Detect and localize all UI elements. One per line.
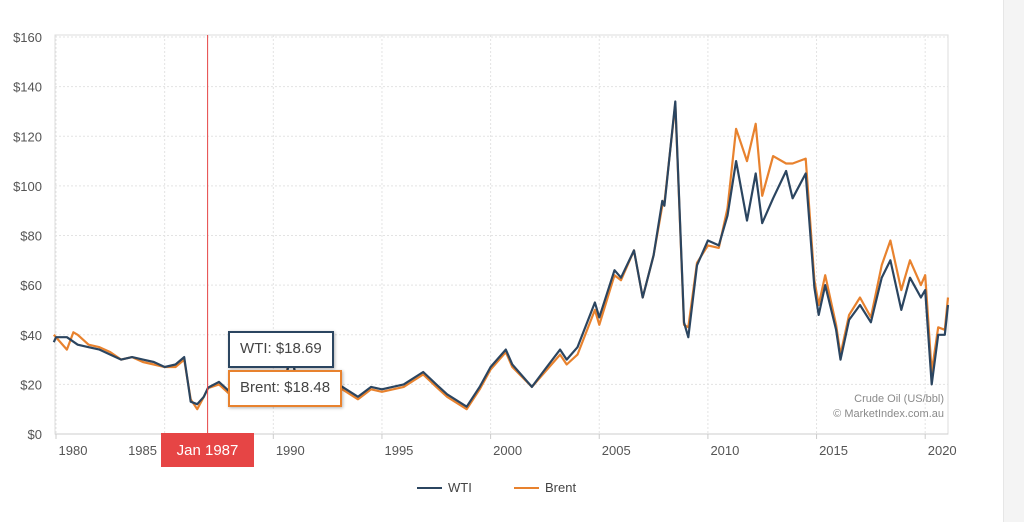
legend-item-wti[interactable]: WTI <box>417 480 472 495</box>
y-tick-label: $20 <box>20 377 42 392</box>
x-tick-label: 2000 <box>493 443 522 458</box>
x-tick-label: 2010 <box>710 443 739 458</box>
y-tick-label: $100 <box>13 179 42 194</box>
legend-label-wti: WTI <box>448 480 472 495</box>
y-tick-label: $80 <box>20 229 42 244</box>
x-tick-label: 2015 <box>819 443 848 458</box>
y-tick-label: $120 <box>13 129 42 144</box>
series-line-wti <box>52 100 950 408</box>
y-tick-label: $0 <box>28 427 42 442</box>
plot-area <box>54 34 949 435</box>
y-tick-label: $140 <box>13 80 42 95</box>
scrollbar-track[interactable] <box>1003 0 1024 522</box>
series-line-brent <box>52 102 950 411</box>
x-tick-label: 1990 <box>276 443 305 458</box>
y-tick-label: $160 <box>13 30 42 45</box>
x-tick-label: 1995 <box>384 443 413 458</box>
legend-label-brent: Brent <box>545 480 577 495</box>
oil-price-chart: $0 $20 $40 $60 $80 $100 $120 $140 $160 1980 1985 19… <box>13 30 957 458</box>
crosshair-x-label: Jan 1987 <box>161 433 254 467</box>
credit-source: Crude Oil (US/bbl) <box>854 393 944 405</box>
y-tick-label: $60 <box>20 278 42 293</box>
x-tick-label: 1980 <box>59 443 88 458</box>
x-tick-label: 2020 <box>928 443 957 458</box>
tooltip-wti: WTI: $18.69 <box>228 331 334 368</box>
x-tick-label: 1985 <box>128 443 157 458</box>
legend-item-brent[interactable]: Brent <box>514 480 576 495</box>
x-tick-label: 2005 <box>602 443 631 458</box>
tooltip-brent: Brent: $18.48 <box>228 370 343 407</box>
y-tick-label: $40 <box>20 328 42 343</box>
legend-swatch-brent <box>514 486 539 489</box>
credit-copyright: © MarketIndex.com.au <box>833 408 944 420</box>
legend-swatch-wti <box>417 486 442 489</box>
